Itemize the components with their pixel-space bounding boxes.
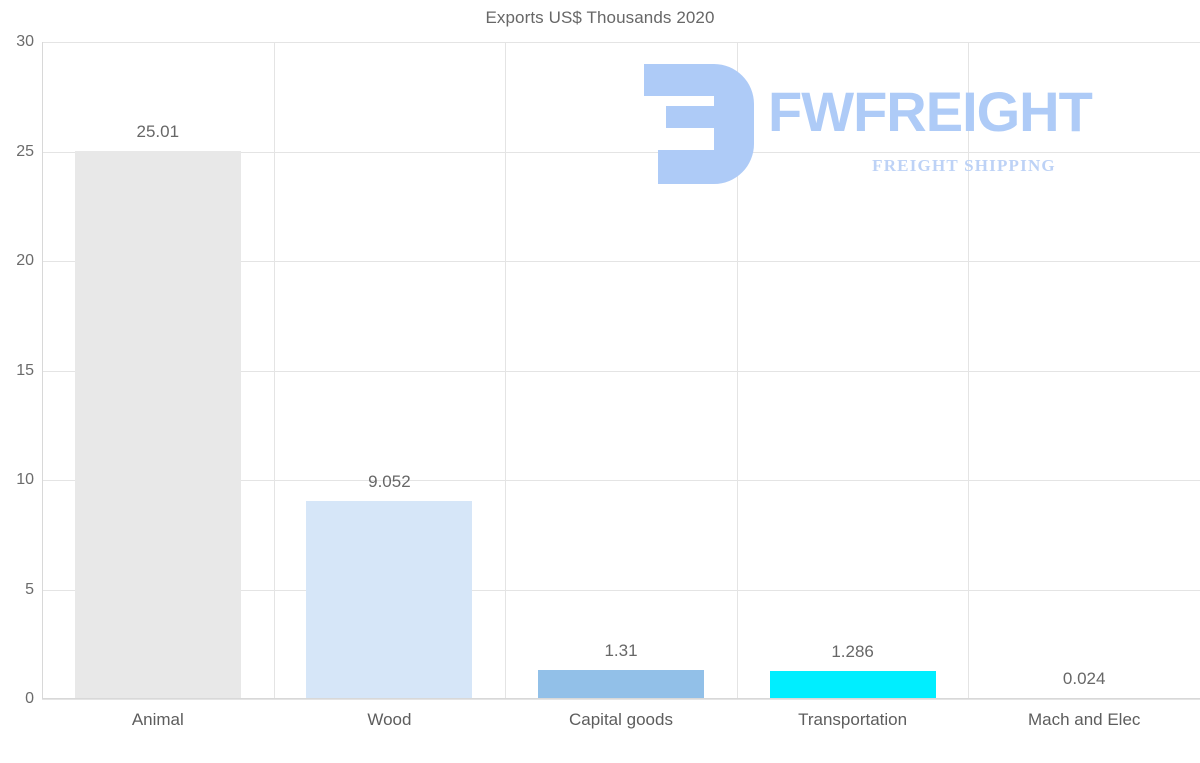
- x-tick-label-animal: Animal: [131, 710, 184, 729]
- gridline-y-20: [42, 261, 1200, 262]
- gridline-y-10: [42, 480, 1200, 481]
- bar-slot: 1.31: [505, 42, 737, 699]
- y-tick-label-25: 25: [16, 142, 34, 160]
- bars-layer: 25.01 9.052 1.31 1.286 0.024: [42, 42, 1200, 699]
- plot-area: FWFREIGHT FREIGHT SHIPPING 25.01 9.052 1.3…: [42, 42, 1200, 700]
- x-tick-label-wood: Wood: [367, 710, 412, 729]
- y-tick-label-15: 15: [16, 361, 34, 379]
- bar-capital-goods[interactable]: [537, 670, 704, 699]
- bar-value-label: 9.052: [368, 471, 411, 491]
- gridline-x-4: [968, 42, 970, 699]
- y-tick-label-10: 10: [16, 471, 34, 488]
- gridline-x-2: [505, 42, 507, 699]
- gridline-y-15: [42, 370, 1200, 372]
- bar-value-label: 1.31: [604, 641, 638, 661]
- y-tick-label-20: 20: [16, 252, 34, 269]
- gridline-y-0: [42, 699, 1200, 700]
- bar-transportation[interactable]: [769, 670, 936, 699]
- bar-animal[interactable]: [74, 151, 241, 699]
- bar-value-label: 25.01: [136, 122, 180, 142]
- bar-slot: 25.01: [42, 42, 274, 699]
- chart-title: Exports US$ Thousands 2020: [485, 8, 715, 27]
- y-tick-label-5: 5: [25, 580, 34, 598]
- bar-wood[interactable]: [306, 500, 473, 699]
- gridline-x-1: [273, 42, 275, 699]
- bar-slot: 9.052: [274, 42, 506, 699]
- x-axis-line: [42, 698, 1200, 699]
- bar-slot: 1.286: [737, 42, 969, 699]
- gridline-x-3: [736, 42, 738, 699]
- bar-slot: 0.024: [968, 42, 1200, 699]
- gridline-y-30: [42, 42, 1200, 43]
- x-tick-label-transportation: Transportation: [798, 710, 908, 729]
- y-axis-line: [42, 42, 43, 699]
- bar-value-label: 1.286: [831, 641, 874, 661]
- y-tick-label-0: 0: [25, 690, 34, 707]
- gridline-y-5: [42, 589, 1200, 591]
- x-tick-label-mach-and-elec: Mach and Elec: [1027, 710, 1141, 729]
- gridline-y-25: [42, 151, 1200, 153]
- x-tick-label-capital-goods: Capital goods: [569, 710, 673, 729]
- y-tick-label-30: 30: [16, 33, 34, 50]
- bar-value-label: 0.024: [1062, 669, 1106, 689]
